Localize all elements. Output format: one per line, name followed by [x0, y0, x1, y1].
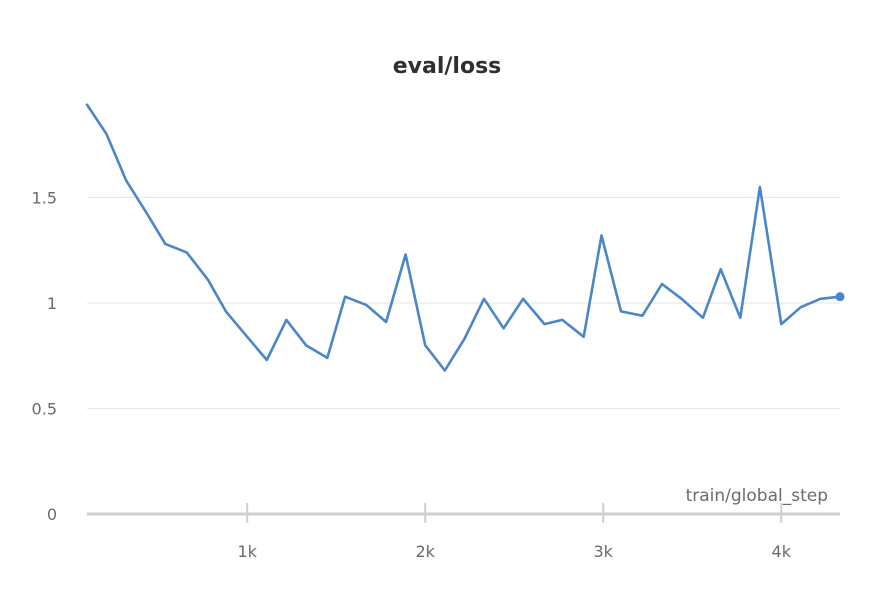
y-tick-label: 0 [47, 505, 57, 524]
axis-layer [87, 503, 840, 523]
x-tick-label: 2k [416, 542, 436, 561]
series-end-point [835, 292, 845, 302]
series-layer [85, 103, 845, 372]
label-layer: 0 0.5 1 1.5 1k 2k 3k 4k train/global_step [32, 189, 828, 562]
grid-layer [87, 197, 840, 409]
chart-title: eval/loss [392, 54, 502, 79]
y-tick-label: 0.5 [32, 400, 57, 419]
x-tick-label: 1k [237, 542, 257, 561]
y-tick-label: 1.5 [32, 189, 57, 208]
x-axis-label: train/global_step [686, 486, 828, 506]
x-tick-label: 4k [772, 542, 792, 561]
series-line [85, 103, 842, 372]
x-tick-label: 3k [594, 542, 614, 561]
y-tick-label: 1 [47, 294, 57, 313]
